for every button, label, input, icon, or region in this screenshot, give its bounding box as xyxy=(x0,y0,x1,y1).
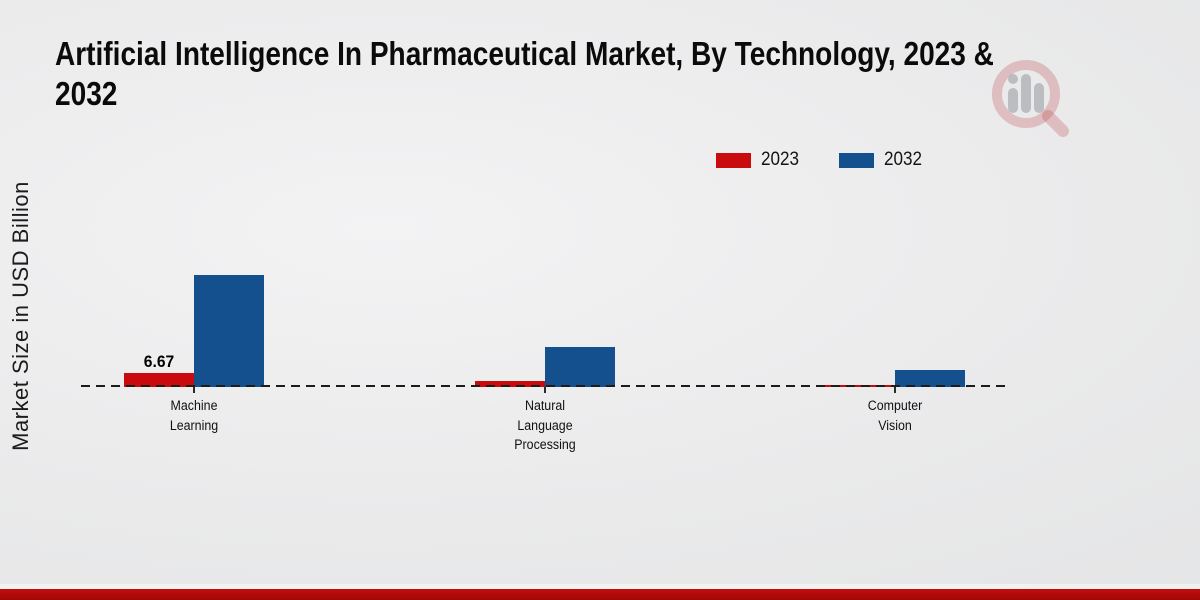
x-axis-label-computer-vision: Computer Vision xyxy=(867,398,923,433)
magnifier-bar-chart-logo-icon xyxy=(992,60,1069,137)
bar-2023-natural-language-processing[interactable] xyxy=(475,381,545,387)
zero-baseline-dashed-line xyxy=(81,385,1008,387)
chart-title: Artificial Intelligence In Pharmaceutica… xyxy=(55,34,1135,114)
footer-accent-bar xyxy=(0,589,1200,600)
bar-2023-machine-learning[interactable] xyxy=(124,373,194,387)
legend-swatch-2032 xyxy=(839,152,875,168)
footer-highlight-strip xyxy=(0,584,1200,589)
chart-title-line-2: 2032 xyxy=(55,75,118,112)
x-axis-tick xyxy=(544,387,546,393)
bar-2032-natural-language-processing[interactable] xyxy=(545,347,615,387)
chart-title-line-1: Artificial Intelligence In Pharmaceutica… xyxy=(55,35,994,72)
legend-item-2023[interactable]: 2023 xyxy=(716,149,803,171)
legend: 2023 2032 xyxy=(716,149,927,171)
x-axis-tick xyxy=(894,387,896,393)
legend-item-2032[interactable]: 2032 xyxy=(839,149,926,171)
x-axis-label-machine-learning: Machine Learning xyxy=(169,398,219,433)
x-axis-tick xyxy=(193,387,195,393)
x-axis-label-natural-language-processing: Natural Language Processing xyxy=(514,398,576,452)
bar-2032-machine-learning[interactable] xyxy=(194,275,264,387)
legend-label-2023: 2023 xyxy=(761,149,800,170)
bar-value-label: 6.67 xyxy=(143,351,175,371)
legend-label-2032: 2032 xyxy=(884,149,923,170)
bar-2032-computer-vision[interactable] xyxy=(895,370,965,387)
legend-swatch-2023 xyxy=(716,152,751,168)
